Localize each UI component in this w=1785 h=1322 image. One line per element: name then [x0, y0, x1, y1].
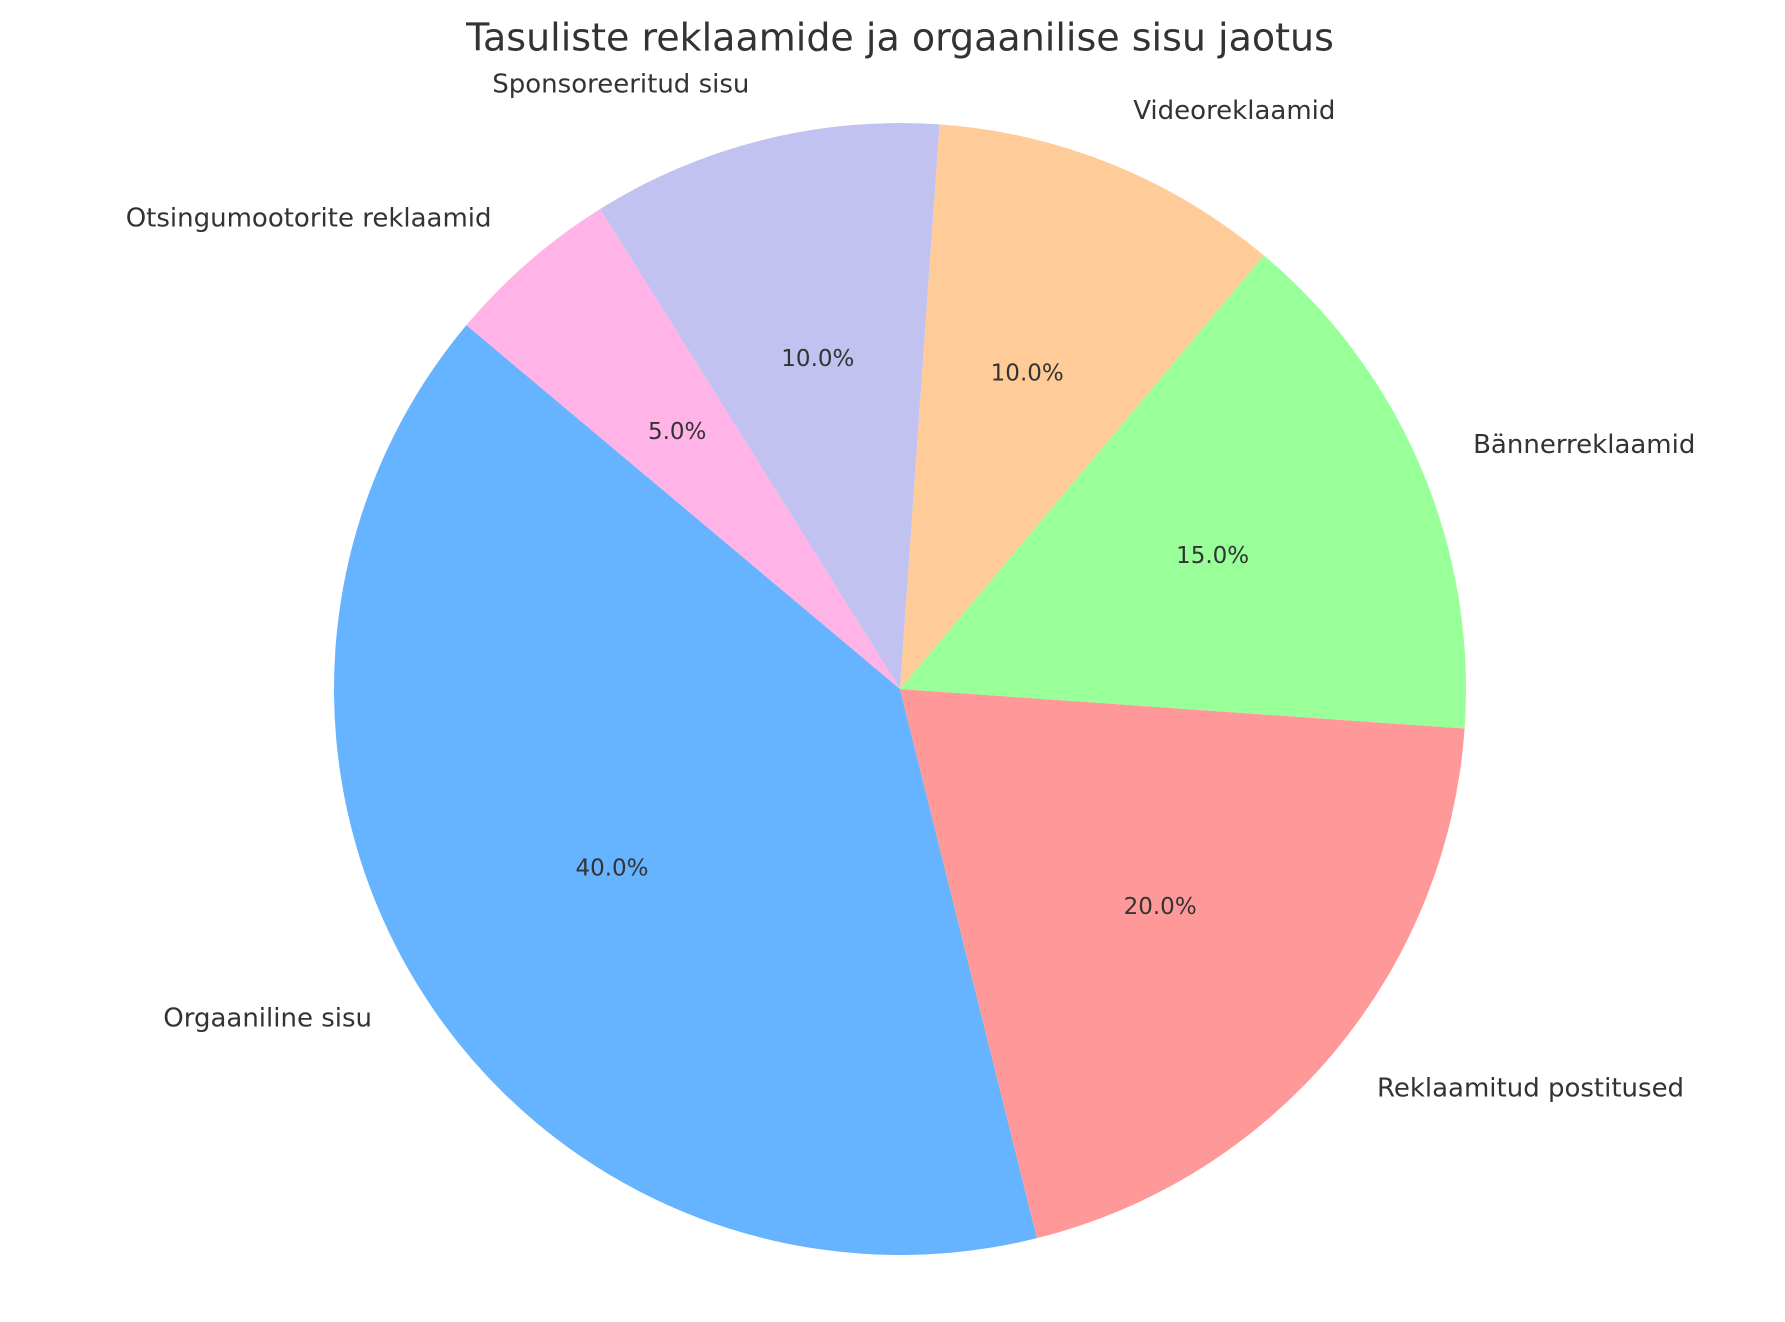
- pie-slice: [900, 689, 1465, 1239]
- value-label: 10.0%: [991, 361, 1064, 387]
- pie-slice: [900, 255, 1466, 729]
- value-label: 10.0%: [781, 346, 854, 372]
- pie-slice: [334, 325, 1037, 1255]
- pie-slice: [466, 209, 900, 690]
- slice-label: Videoreklaamid: [1133, 96, 1335, 126]
- slice-label: Orgaaniline sisu: [163, 1003, 372, 1033]
- pie-slice: [600, 123, 940, 689]
- slice-label: Sponsoreeritud sisu: [492, 69, 749, 99]
- value-label: 40.0%: [575, 855, 648, 881]
- slice-label: Reklaamitud postitused: [1377, 1074, 1684, 1104]
- chart-title: Tasuliste reklaamide ja orgaanilise sisu…: [465, 16, 1334, 60]
- pie-slice: [900, 124, 1264, 690]
- slice-label: Bännerreklaamid: [1473, 430, 1695, 460]
- value-label: 20.0%: [1124, 894, 1197, 920]
- value-label: 5.0%: [648, 419, 706, 445]
- slice-label: Otsingumootorite reklaamid: [126, 204, 492, 234]
- value-label: 15.0%: [1176, 543, 1249, 569]
